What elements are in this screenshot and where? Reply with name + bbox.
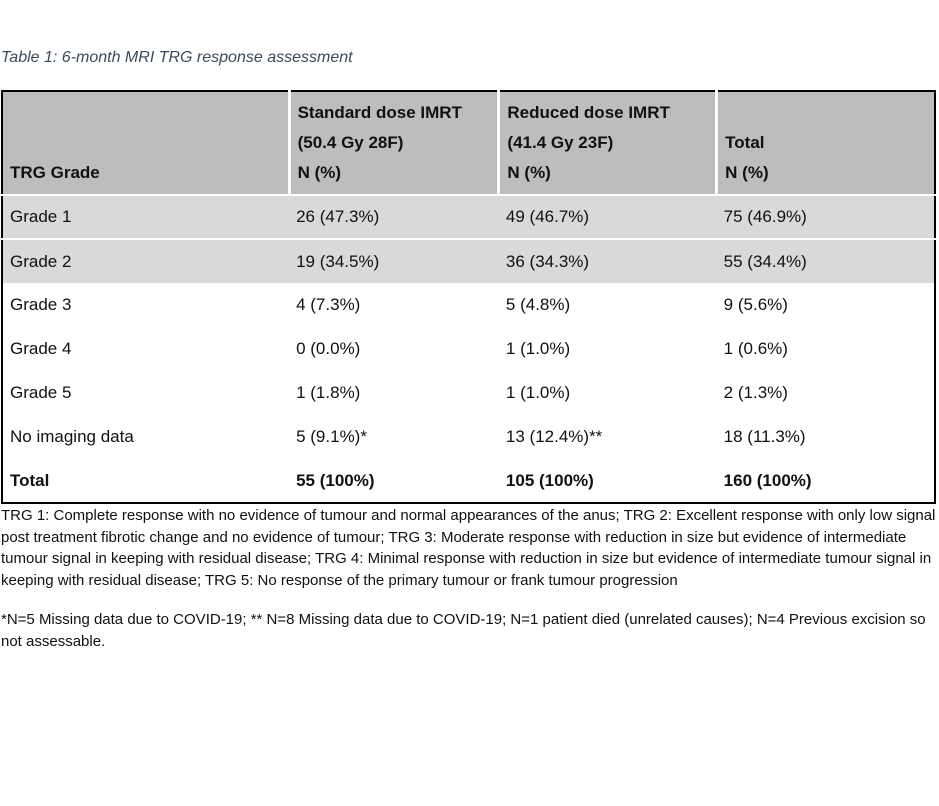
table-row-no-imaging-data: No imaging data 5 (9.1%)* 13 (12.4%)** 1…: [2, 415, 935, 459]
footnote-trg-definitions: TRG 1: Complete response with no evidenc…: [1, 507, 936, 589]
table-cell: 1 (0.6%): [723, 339, 788, 358]
table-row-grade-4: Grade 4 0 (0.0%) 1 (1.0%) 1 (0.6%): [2, 327, 935, 371]
header-standard-dose: Standard dose IMRT (50.4 Gy 28F) N (%): [287, 91, 499, 195]
table-cell: Grade 3: [10, 295, 72, 314]
trg-response-table: TRG Grade Standard dose IMRT (50.4 Gy 28…: [1, 90, 936, 504]
table-row-grade-5: Grade 5 1 (1.8%) 1 (1.0%) 2 (1.3%): [2, 371, 935, 415]
table-row-total: Total 55 (100%) 105 (100%) 160 (100%): [2, 459, 935, 503]
table-row-grade-2: Grade 2 19 (34.5%) 36 (34.3%) 55 (34.4%): [2, 238, 935, 283]
table-cell: 2 (1.3%): [723, 383, 788, 402]
table-cell: Grade 4: [10, 339, 72, 358]
table-cell: 160 (100%): [723, 470, 812, 490]
header-line: Total: [725, 133, 765, 152]
table-row-grade-1: Grade 1 26 (47.3%) 49 (46.7%) 75 (46.9%): [2, 194, 935, 239]
table-cell: 36 (34.3%): [498, 238, 717, 283]
header-line: (50.4 Gy 28F): [297, 133, 404, 152]
table-cell: 55 (100%): [296, 470, 375, 490]
table-cell: 1 (1.8%): [296, 383, 361, 402]
footnote-missing-data: *N=5 Missing data due to COVID-19; ** N=…: [1, 611, 926, 650]
table-cell: 9 (5.6%): [723, 295, 788, 314]
header-total: Total N (%): [715, 91, 935, 195]
table-cell: 75 (46.9%): [716, 194, 935, 239]
table-cell: Grade 1: [2, 194, 290, 239]
table-cell: 1 (1.0%): [505, 383, 571, 402]
table-cell: Total: [10, 470, 50, 490]
header-line: N (%): [507, 163, 551, 182]
table-cell: 4 (7.3%): [296, 295, 361, 314]
table-cell: 13 (12.4%)**: [505, 427, 603, 446]
table-row-grade-3: Grade 3 4 (7.3%) 5 (4.8%) 9 (5.6%): [2, 283, 935, 327]
table-caption: Table 1: 6-month MRI TRG response assess…: [1, 49, 353, 66]
table-cell: 105 (100%): [505, 470, 594, 490]
table-cell: No imaging data: [10, 427, 134, 446]
table-cell: 5 (9.1%)*: [296, 427, 367, 446]
header-line: Reduced dose IMRT: [507, 103, 670, 122]
table-cell: 5 (4.8%): [505, 295, 571, 314]
table-cell: 1 (1.0%): [505, 339, 571, 358]
header-line: N (%): [725, 163, 769, 182]
header-line: Standard dose IMRT: [297, 103, 462, 122]
table-cell: 49 (46.7%): [498, 194, 717, 239]
header-line: (41.4 Gy 23F): [507, 133, 614, 152]
header-reduced-dose: Reduced dose IMRT (41.4 Gy 23F) N (%): [497, 91, 717, 195]
table-cell: 26 (47.3%): [289, 194, 499, 239]
header-line: N (%): [297, 163, 342, 182]
table-cell: 0 (0.0%): [296, 339, 361, 358]
table-cell: 55 (34.4%): [716, 238, 935, 283]
table-cell: 18 (11.3%): [723, 427, 806, 446]
table-cell: 19 (34.5%): [289, 238, 499, 283]
header-line: TRG Grade: [10, 163, 100, 182]
table-header-row: TRG Grade Standard dose IMRT (50.4 Gy 28…: [2, 91, 935, 195]
table-cell: Grade 2: [2, 238, 290, 283]
table-cell: Grade 5: [10, 383, 72, 402]
header-trg-grade: TRG Grade: [2, 91, 290, 195]
